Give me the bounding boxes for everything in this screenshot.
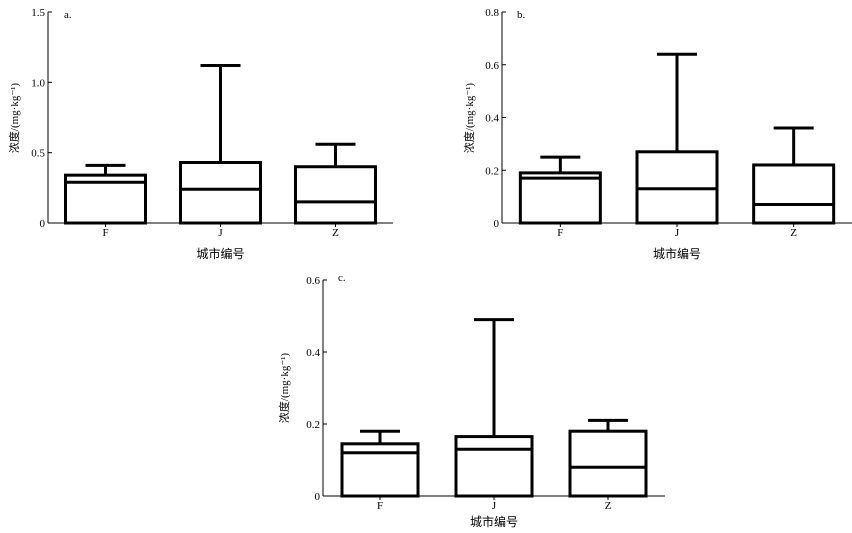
x-tick-label: J	[675, 227, 680, 239]
box-J	[454, 318, 534, 498]
y-tick-label: 0.2	[306, 419, 320, 431]
y-tick-label: 1.0	[31, 77, 45, 89]
y-tick-label: 1.5	[31, 7, 45, 19]
x-axis-title: 城市编号	[470, 514, 518, 529]
y-tick-label: 0.4	[306, 347, 320, 359]
chart-panel-c: 0 0.2 0.4 0.6 F J Zc. 城市编号 浓度/(mg·kg⁻¹)	[277, 272, 665, 529]
y-tick-label: 0	[315, 491, 321, 503]
box-body	[454, 435, 534, 498]
y-tick-label: 0.4	[485, 113, 499, 125]
y-axis-title: 浓度/(mg·kg⁻¹)	[7, 83, 21, 154]
box-F	[518, 155, 602, 225]
x-tick-label: Z	[605, 500, 612, 512]
y-axis-title: 浓度/(mg·kg⁻¹)	[277, 353, 291, 424]
box-body	[340, 442, 420, 498]
box-body	[752, 163, 836, 225]
x-tick-label: J	[492, 500, 497, 512]
y-tick-label: 0.6	[485, 60, 499, 72]
x-axis-title: 城市编号	[196, 246, 244, 261]
box-J	[635, 52, 719, 225]
y-tick-label: 0	[494, 218, 500, 230]
y-tick-label: 0.5	[31, 148, 45, 160]
box-body	[294, 165, 377, 225]
box-F	[64, 163, 147, 225]
box-body	[64, 173, 147, 225]
x-tick-label: J	[218, 227, 223, 239]
box-F	[340, 429, 420, 498]
box-body	[518, 171, 602, 225]
panel-label: b.	[517, 9, 526, 21]
panel-label: c.	[338, 272, 346, 284]
x-tick-label: F	[377, 500, 383, 512]
box-body	[179, 161, 262, 225]
box-J	[179, 63, 262, 225]
chart-panel-a: 0 0.5 1.0 1.5 F J Za. 城市编号 浓度/(mg·kg⁻¹)	[7, 7, 393, 261]
x-tick-label: Z	[332, 227, 339, 239]
x-tick-label: F	[557, 227, 563, 239]
box-Z	[752, 126, 836, 225]
y-tick-label: 0.8	[485, 7, 499, 19]
box-body	[568, 429, 648, 498]
box-Z	[294, 142, 377, 225]
x-tick-label: Z	[790, 227, 797, 239]
y-tick-label: 0.6	[306, 275, 320, 287]
x-tick-label: F	[102, 227, 108, 239]
y-tick-label: 0	[40, 218, 46, 230]
y-tick-label: 0.2	[485, 165, 499, 177]
panel-label: a.	[64, 9, 72, 21]
chart-panel-b: 0 0.2 0.4 0.6 0.8 F J Zb. 城市编号 浓度/(mg·kg⁻¹)	[462, 7, 852, 261]
x-axis-title: 城市编号	[653, 246, 701, 261]
box-Z	[568, 418, 648, 498]
y-axis-title: 浓度/(mg·kg⁻¹)	[462, 83, 476, 154]
